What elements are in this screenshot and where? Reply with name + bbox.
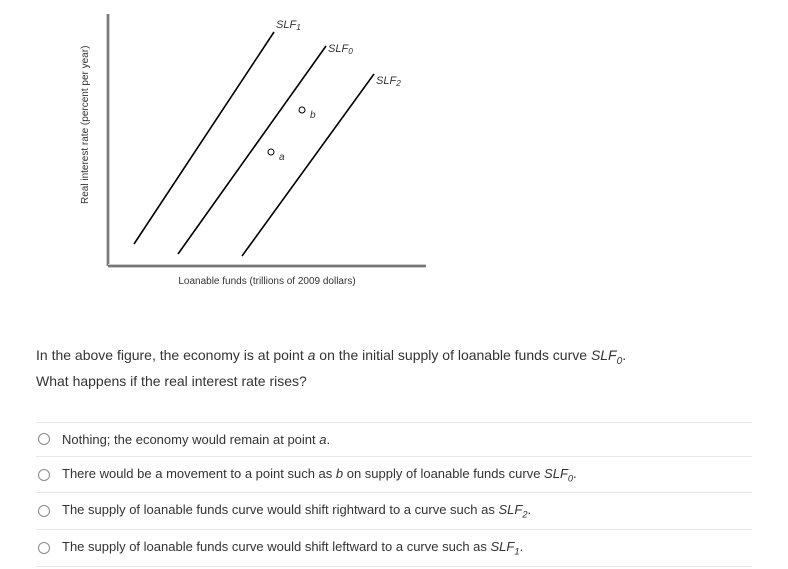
q-pre: In the above figure, the economy is at p… [36,347,308,363]
svg-text:SLF0: SLF0 [328,43,353,56]
radio-button[interactable] [38,505,50,517]
svg-text:SLF2: SLF2 [376,75,401,88]
slf-chart: Real interest rate (percent per year) Loa… [66,4,466,304]
svg-text:Loanable funds (trillions of 2: Loanable funds (trillions of 2009 dollar… [178,276,355,287]
option-row[interactable]: Nothing; the economy would remain at poi… [36,422,752,457]
option-row[interactable]: There would be a movement to a point suc… [36,457,752,494]
q-mid: on the initial supply of loanable funds … [315,347,591,363]
svg-text:Real interest rate (percent pe: Real interest rate (percent per year) [80,46,91,204]
question-text: In the above figure, the economy is at p… [36,344,752,394]
option-row[interactable]: The supply of loanable funds curve would… [36,493,752,530]
svg-text:b: b [310,110,316,121]
svg-text:SLF1: SLF1 [276,19,301,32]
answer-options: Nothing; the economy would remain at poi… [36,422,752,567]
radio-button[interactable] [38,542,50,554]
option-label: Nothing; the economy would remain at poi… [62,432,330,447]
radio-button[interactable] [38,433,50,445]
radio-button[interactable] [38,469,50,481]
option-label: The supply of loanable funds curve would… [62,539,523,557]
svg-text:a: a [279,152,285,163]
option-label: There would be a movement to a point suc… [62,466,577,484]
option-row[interactable]: The supply of loanable funds curve would… [36,530,752,567]
q-curve: SLF0 [591,347,622,363]
q-line2: What happens if the real interest rate r… [36,373,307,389]
option-label: The supply of loanable funds curve would… [62,502,531,520]
q-post: . [622,347,626,363]
